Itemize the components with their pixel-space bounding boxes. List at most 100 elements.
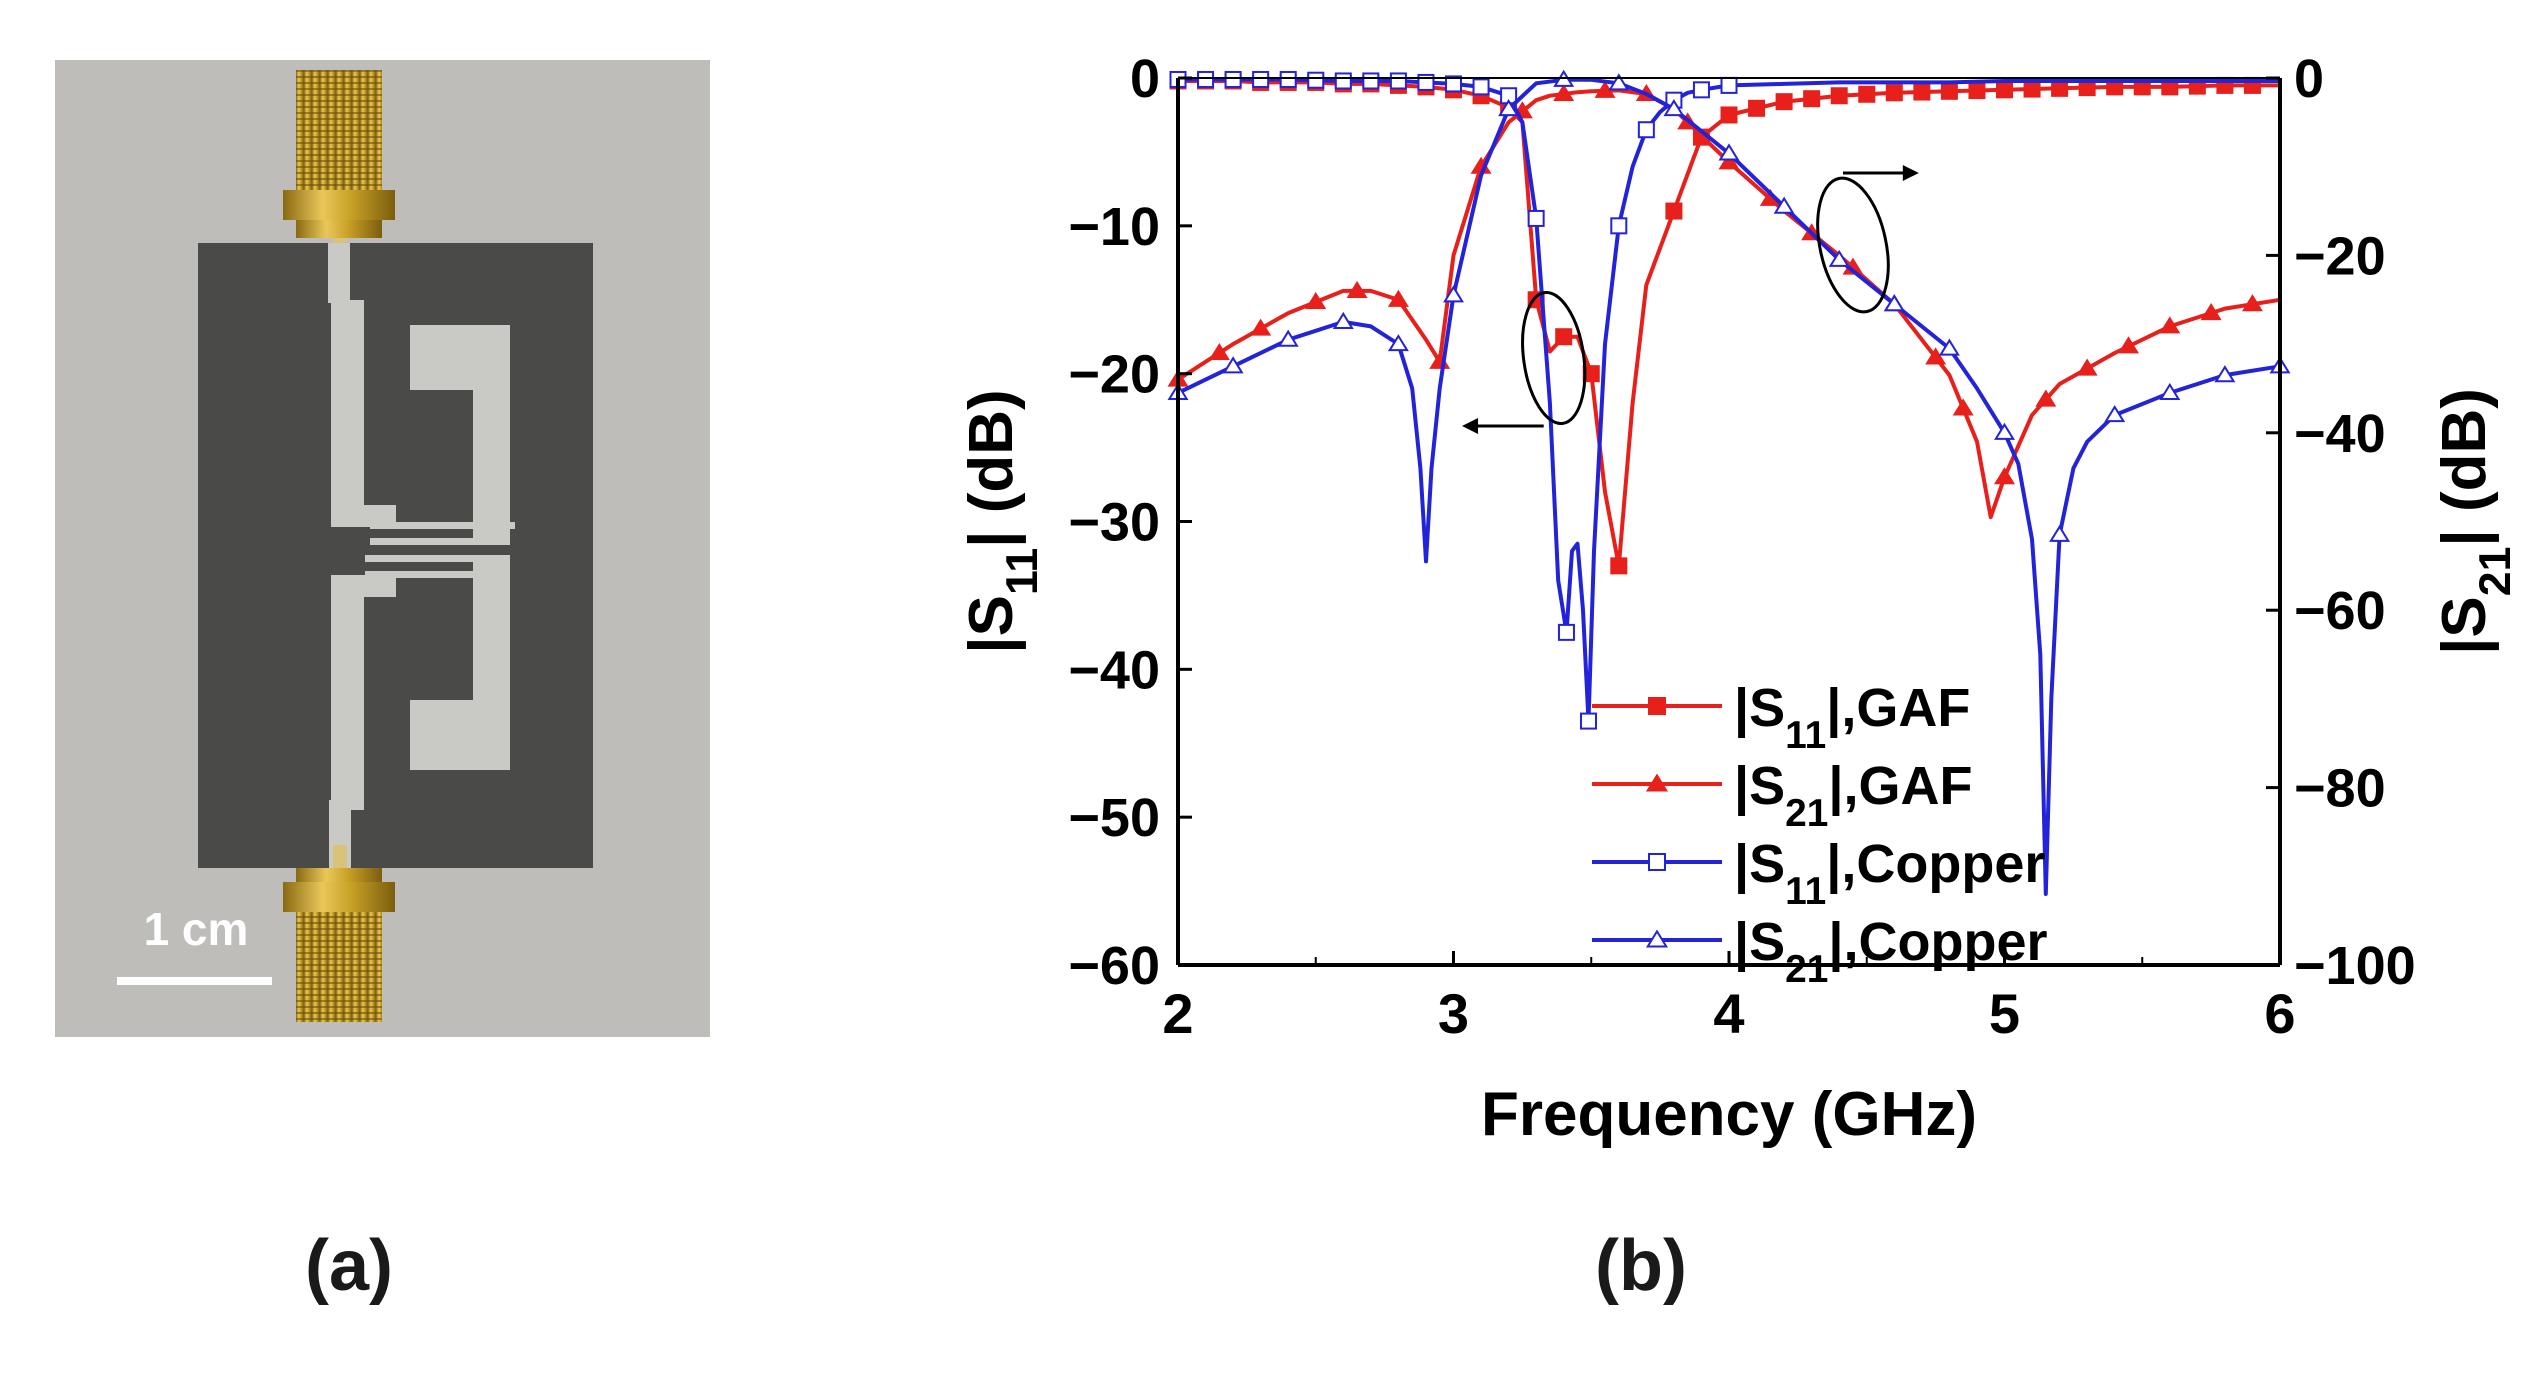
series-4-marker-7	[1498, 99, 1520, 117]
legend-marker-1	[1648, 697, 1666, 715]
series-3-marker-17	[1610, 217, 1628, 235]
legend-label-2: |S21|,GAF	[1734, 756, 1973, 835]
scale-bar-label: 1 cm	[144, 903, 249, 955]
series-2-marker-6	[1387, 289, 1409, 307]
series-1-marker-27	[1913, 83, 1931, 101]
y-left-tick-label: −10	[1068, 197, 1160, 257]
y-left-tick-label: −60	[1068, 936, 1160, 996]
series-3-marker-2	[1197, 70, 1215, 88]
series-4-marker-3	[1277, 329, 1299, 347]
y-right-label-group: |S21| (dB)	[2430, 388, 2520, 655]
filter-traces	[328, 243, 515, 868]
caption-b: (b)	[1595, 1226, 1687, 1306]
series-2-marker-23	[2076, 358, 2098, 376]
series-3-marker-3	[1224, 70, 1242, 88]
series-4-marker-18	[2104, 405, 2126, 423]
scale-bar	[117, 977, 272, 985]
series-3-marker-7	[1334, 72, 1352, 90]
series-4-marker-12	[1773, 196, 1795, 214]
x-tick-label: 3	[1438, 982, 1469, 1045]
y-right-tick-label: −100	[2294, 936, 2416, 996]
y-left-tick-label: −50	[1068, 788, 1160, 848]
series-2-marker-22	[2035, 389, 2057, 407]
y-right-tick-label: −40	[2294, 404, 2386, 464]
series-3-marker-8	[1362, 72, 1380, 90]
legend-entry-4: |S21|,Copper	[1592, 912, 2048, 991]
y-left-tick-label: −40	[1068, 640, 1160, 700]
series-3-marker-14	[1527, 209, 1545, 227]
x-tick-label: 2	[1162, 982, 1193, 1045]
y-left-label-group: |S11| (dB)	[957, 389, 1047, 653]
x-tick-label: 4	[1713, 982, 1744, 1045]
series-2-marker-26	[2200, 303, 2222, 321]
caption-a: (a)	[305, 1226, 393, 1306]
series-3-marker-15	[1557, 623, 1575, 641]
x-tick-label: 6	[2264, 982, 2295, 1045]
series-1-marker-23	[1803, 90, 1821, 108]
series-3-marker-21	[1720, 76, 1738, 94]
series-4-marker-20	[2214, 365, 2236, 383]
y-left-tick-label: 0	[1130, 49, 1160, 109]
series-1-marker-32	[2051, 79, 2069, 97]
series-3-marker-18	[1637, 121, 1655, 139]
series-1-marker-17	[1610, 557, 1628, 575]
series-line-3	[1178, 77, 2280, 724]
y-right-tick-label: −20	[2294, 226, 2386, 286]
annotation-arrowhead-left	[1462, 418, 1479, 434]
legend-marker-4	[1645, 929, 1669, 948]
legend-marker-3	[1648, 853, 1666, 871]
series-1-marker-24	[1830, 87, 1848, 105]
series-3-marker-5	[1279, 70, 1297, 88]
series-2-marker-27	[2241, 294, 2263, 312]
series-1-marker-25	[1858, 85, 1876, 103]
series-3-marker-4	[1252, 70, 1270, 88]
y-left-axis-label: |S11| (dB)	[957, 389, 1047, 653]
series-3-marker-16	[1579, 712, 1597, 730]
series-4-marker-11	[1718, 143, 1740, 161]
series-4-marker-17	[2049, 524, 2071, 542]
series-1-marker-29	[1968, 82, 1986, 100]
x-tick-label: 5	[1989, 982, 2020, 1045]
series-1-marker-18	[1665, 202, 1683, 220]
series-4-marker-9	[1608, 73, 1630, 91]
series-4-marker-15	[1938, 338, 1960, 356]
legend-label-4: |S21|,Copper	[1734, 912, 2048, 991]
y-right-tick-label: 0	[2294, 49, 2324, 109]
series-2-marker-19	[1925, 347, 1947, 365]
legend-label-3: |S11|,Copper	[1734, 834, 2045, 913]
series-line-4	[1177, 77, 2281, 896]
legend-marker-2	[1645, 773, 1669, 792]
y-left-tick-label: −30	[1068, 493, 1160, 553]
annotation-ellipse-left	[1521, 291, 1587, 425]
series-4-marker-2	[1222, 356, 1244, 374]
series-3	[1169, 70, 2280, 730]
series-4-marker-16	[1994, 422, 2015, 440]
y-right-tick-label: −80	[2294, 759, 2386, 819]
legend-entry-3: |S11|,Copper	[1592, 834, 2045, 913]
series-1-marker-30	[1996, 81, 2013, 99]
series-1-marker-31	[2023, 80, 2041, 98]
series-2-marker-14	[1718, 152, 1740, 170]
series-4	[1167, 69, 2291, 896]
x-axis-label: Frequency (GHz)	[1481, 1080, 1977, 1149]
series-4-marker-5	[1387, 334, 1409, 352]
series-2-marker-5	[1346, 280, 1368, 298]
legend-entry-1: |S11|,GAF	[1592, 678, 1970, 757]
annotation-arrowhead-right	[1902, 165, 1919, 181]
series-2-marker-3	[1250, 318, 1272, 336]
series-3-marker-6	[1307, 71, 1325, 89]
series-1-marker-21	[1748, 99, 1766, 117]
y-right-axis-label: |S21| (dB)	[2430, 388, 2520, 655]
y-right-tick-label: −60	[2294, 581, 2386, 641]
series-4-marker-4	[1332, 311, 1354, 329]
series-4-marker-10	[1663, 99, 1685, 117]
series-1-marker-22	[1775, 93, 1793, 111]
legend-entry-2: |S21|,GAF	[1592, 756, 1973, 835]
bottom-sma-connector	[283, 845, 395, 1022]
legend-label-1: |S11|,GAF	[1734, 678, 1970, 757]
series-2-marker-21	[1994, 467, 2015, 485]
series-1-marker-20	[1720, 106, 1738, 124]
y-left-tick-label: −20	[1068, 345, 1160, 405]
series-4-marker-13	[1828, 249, 1850, 267]
